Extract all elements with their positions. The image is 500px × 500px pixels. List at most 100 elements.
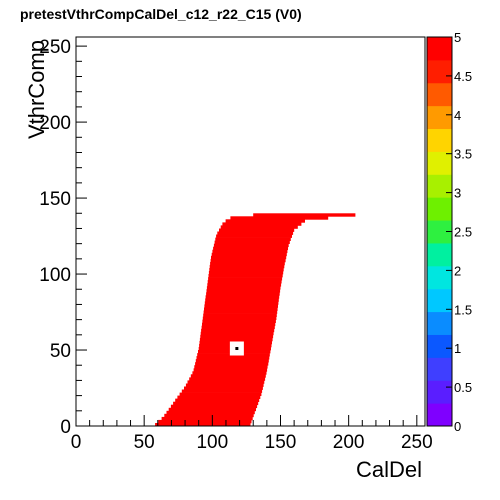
heatmap-row	[214, 240, 290, 244]
color-scale-band	[427, 380, 452, 404]
heatmap-row	[206, 289, 281, 293]
heatmap-row	[217, 231, 294, 235]
heatmap-row	[203, 313, 277, 317]
heatmap-row	[190, 374, 266, 378]
chart-title: pretestVthrCompCalDel_c12_r22_C15 (V0)	[20, 6, 302, 22]
y-tick-label: 150	[39, 189, 71, 210]
heatmap-row	[187, 380, 265, 384]
color-scale-band	[427, 82, 452, 107]
color-scale-band	[427, 357, 452, 381]
heatmap-row	[209, 268, 284, 272]
heatmap-row	[216, 234, 292, 238]
heatmap-row	[200, 334, 274, 339]
heatmap-row	[222, 222, 302, 226]
heatmap-row	[213, 246, 288, 251]
color-scale-band	[427, 151, 452, 175]
color-scale-band	[427, 128, 452, 152]
heatmap-row	[175, 398, 260, 402]
y-axis-label: VthrComp	[24, 40, 49, 139]
heatmap-row	[211, 255, 287, 260]
color-scale-band	[427, 105, 452, 130]
heatmap-row	[177, 395, 261, 399]
y-tick-label: 50	[50, 341, 71, 362]
heatmap-row	[199, 337, 273, 342]
color-scale-label: 1.5	[454, 302, 472, 317]
heatmap-row	[219, 228, 295, 232]
heatmap-row	[195, 362, 269, 366]
y-tick-label: 100	[39, 265, 71, 286]
color-scale-band	[427, 311, 452, 335]
heatmap-row	[155, 423, 251, 427]
heatmap-row	[204, 304, 278, 308]
heatmap-row	[168, 407, 256, 412]
heatmap-row	[202, 322, 276, 327]
color-scale-label: 0	[454, 419, 461, 434]
heatmap-row	[170, 404, 258, 409]
color-scale-band	[427, 174, 452, 198]
heatmap-row	[210, 258, 286, 263]
heatmap-row	[220, 225, 298, 229]
color-scale-band	[427, 242, 452, 267]
heatmap-row	[207, 283, 282, 287]
color-scale-label: 3.5	[454, 147, 472, 162]
heatmap-row	[206, 292, 280, 296]
heatmap-row	[193, 368, 268, 372]
x-tick-label: 150	[265, 432, 297, 453]
color-scale-band	[427, 403, 452, 427]
x-tick-label: 250	[401, 432, 433, 453]
color-scale-label: 2.5	[454, 225, 472, 240]
x-tick-label: 100	[196, 432, 228, 453]
heatmap-row	[166, 410, 255, 415]
heatmap-row	[205, 295, 280, 299]
heatmap-row	[212, 249, 288, 254]
heatmap-row	[185, 383, 264, 387]
heatmap-row	[211, 252, 287, 257]
heatmap-row	[204, 301, 279, 305]
heatmap-row	[206, 286, 281, 290]
heatmap-row	[253, 213, 356, 217]
color-scale-label: 5	[454, 30, 461, 45]
heatmap-row	[215, 237, 291, 241]
heatmap-row	[173, 401, 259, 406]
y-tick-label: 250	[39, 37, 71, 58]
heatmap-row	[201, 325, 275, 330]
x-tick-label: 50	[134, 432, 155, 453]
color-scale-label: 2	[454, 263, 461, 278]
y-tick-label: 200	[39, 113, 71, 134]
heatmap-row	[213, 243, 289, 248]
heatmap-row	[208, 274, 283, 278]
x-axis: 0 50 100 150 200 250	[71, 415, 433, 453]
heatmap-row	[200, 331, 274, 336]
color-scale-label: 1	[454, 341, 461, 356]
marker-dot	[235, 347, 239, 351]
heatmap-row	[195, 359, 269, 363]
x-axis-label: CalDel	[356, 457, 422, 482]
heatmap-row	[225, 219, 305, 223]
heatmap-row	[194, 365, 268, 369]
heatmap-row	[201, 328, 275, 333]
color-scale-band	[427, 334, 452, 358]
heatmap-row	[210, 261, 285, 266]
heatmap-row	[209, 264, 285, 269]
color-scale-band	[427, 265, 452, 290]
heatmap-row	[184, 386, 263, 390]
heatmap-row	[203, 310, 278, 314]
heatmap-row	[205, 298, 279, 302]
color-scale-band	[427, 288, 452, 313]
heatmap-row	[189, 377, 266, 381]
color-scale-band	[427, 197, 452, 221]
heatmap-row	[164, 413, 254, 418]
color-scale-label: 4.5	[454, 69, 472, 84]
heatmap-row	[204, 307, 278, 311]
y-axis: 0 50 100 150 200 250	[39, 37, 87, 438]
heatmap-row	[202, 316, 277, 320]
heatmap-row	[230, 216, 329, 220]
y-tick-label: 0	[60, 417, 71, 438]
color-scale-band	[427, 59, 452, 84]
color-scale-label: 0.5	[454, 380, 472, 395]
x-tick-label: 200	[333, 432, 365, 453]
heatmap-row	[208, 277, 283, 281]
heatmap-row	[192, 371, 267, 375]
color-scale: 0 0.5 1 1.5 2 2.5 3 3.5 4 4.5 5	[426, 30, 472, 434]
